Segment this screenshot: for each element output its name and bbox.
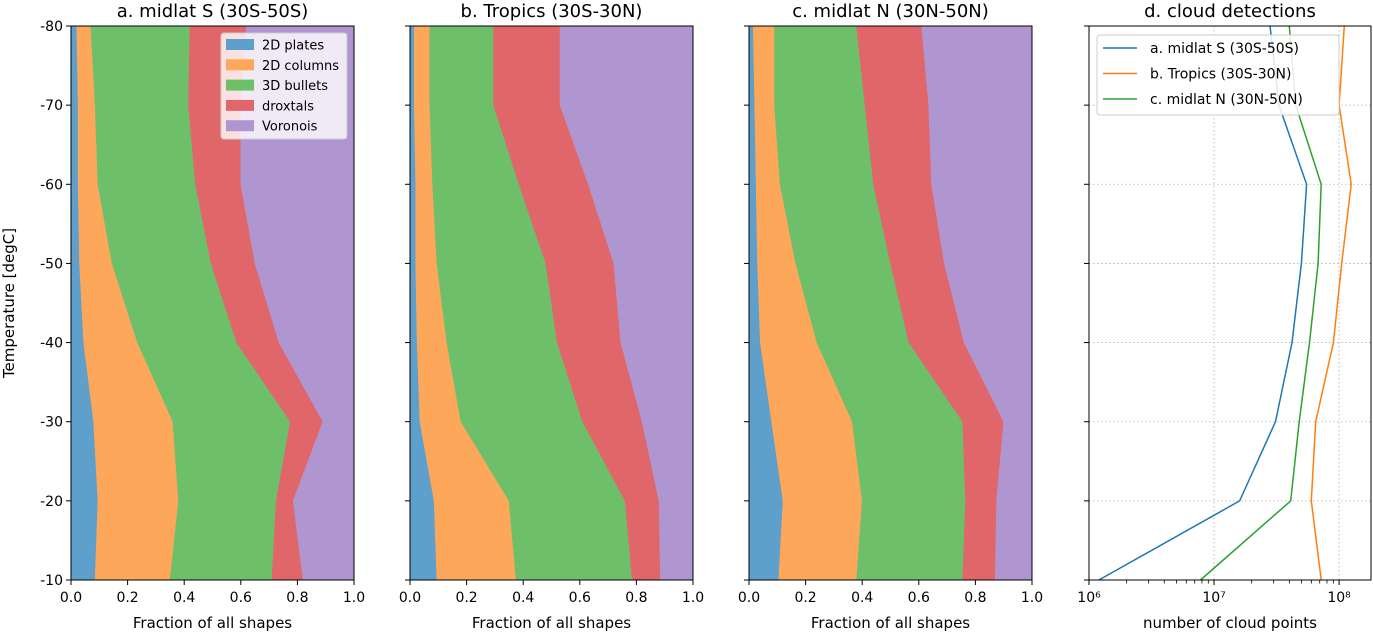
legend-label: b. Tropics (30S-30N): [1150, 67, 1291, 83]
x-tick-label: 0.8: [625, 590, 647, 606]
legend-label: 3D bullets: [262, 79, 328, 94]
legend-label: Voronois: [262, 120, 318, 135]
x-tick-label: 0.2: [455, 590, 477, 606]
y-tick-label: -80: [40, 19, 63, 35]
panel-title: d. cloud detections: [1144, 1, 1316, 22]
x-tick-label: 0.4: [173, 590, 195, 606]
x-axis-label: Fraction of all shapes: [133, 614, 292, 632]
panel-1: a. midlat S (30S-50S) -80 -70 -60 -50 -40 -30 -…: [0, 1, 365, 632]
legend-swatch: [226, 79, 254, 91]
legend-box: [1096, 34, 1340, 116]
legend-label: 2D columns: [262, 59, 339, 74]
x-tick-label: 0.8: [286, 590, 308, 606]
y-tick-label: -10: [40, 573, 63, 589]
x-tick-label: 0.6: [569, 590, 591, 606]
legend-swatch: [226, 99, 254, 111]
x-axis-label: Fraction of all shapes: [472, 614, 631, 632]
x-axis-label: Fraction of all shapes: [811, 614, 970, 632]
legend-label: a. midlat S (30S-50S): [1150, 41, 1299, 57]
x-tick-label: 10⁸: [1327, 590, 1351, 606]
panel-title: a. midlat S (30S-50S): [117, 1, 309, 22]
legend: a. midlat S (30S-50S) b. Tropics (30S-30N…: [1096, 34, 1340, 116]
legend-swatch: [226, 59, 254, 71]
panel-3: c. midlat N (30N-50N) 0.0 0.2 0.4 0.6 0.8 1.0 F…: [738, 1, 1043, 632]
legend-swatch: [226, 39, 254, 50]
line-a-midlat-s-30s-50s-: [1098, 25, 1308, 581]
x-tick-label: 0.0: [738, 590, 760, 606]
x-tick-label: 0.2: [794, 590, 816, 606]
legend: 2D plates 2D columns 3D bullets droxtals Vor…: [220, 32, 348, 140]
legend-label: droxtals: [262, 99, 314, 114]
x-axis-label: number of cloud points: [1143, 614, 1317, 632]
panel-title: b. Tropics (30S-30N): [461, 1, 643, 22]
x-tick-label: 0.4: [512, 590, 534, 606]
x-tick-label: 0.6: [230, 590, 252, 606]
x-tick-label: 0.6: [908, 590, 930, 606]
y-tick-label: -50: [40, 256, 63, 272]
line-b-tropics-30s-30n-: [1310, 25, 1352, 581]
legend-label: 2D plates: [262, 39, 324, 54]
axes-frame: [1088, 25, 1372, 581]
x-tick-label: 10⁷: [1202, 590, 1225, 606]
legend-swatch: [226, 120, 254, 132]
axes-frame: [70, 25, 355, 581]
line-c-midlat-n-30n-50n-: [1200, 25, 1322, 581]
y-axis-label: Temperature [degC]: [0, 228, 18, 379]
x-tick-label: 1.0: [1021, 590, 1043, 606]
x-tick-label: 0.4: [851, 590, 873, 606]
y-tick-label: -20: [40, 494, 63, 510]
x-tick-label: 10⁶: [1077, 590, 1101, 606]
panel-2: b. Tropics (30S-30N) 0.0 0.2 0.4 0.6 0.8 1.0 Fr…: [399, 1, 704, 632]
y-tick-label: -40: [40, 336, 63, 352]
x-tick-label: 1.0: [343, 590, 365, 606]
axes-frame: [409, 25, 694, 581]
axes-frame: [748, 25, 1033, 581]
x-tick-label: 0.2: [116, 590, 138, 606]
x-tick-label: 0.0: [60, 590, 82, 606]
y-tick-label: -30: [40, 415, 63, 431]
x-tick-label: 0.0: [399, 590, 421, 606]
panel-title: c. midlat N (30N-50N): [792, 1, 989, 22]
x-tick-label: 1.0: [682, 590, 704, 606]
x-tick-label: 0.8: [964, 590, 986, 606]
panel-4: d. cloud detections 10⁶ 10⁷ 10⁸ number of cl…: [1077, 1, 1372, 632]
y-tick-label: -60: [40, 177, 63, 193]
legend-label: c. midlat N (30N-50N): [1150, 92, 1303, 108]
y-tick-label: -70: [40, 98, 63, 114]
